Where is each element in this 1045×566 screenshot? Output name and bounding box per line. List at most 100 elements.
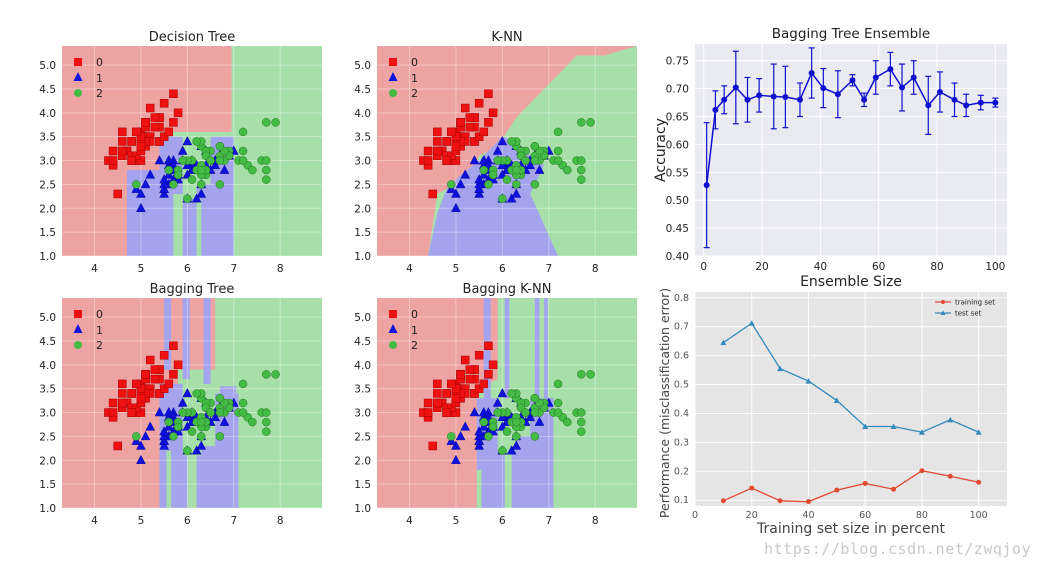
series-line-0 bbox=[723, 470, 979, 503]
point-class-2 bbox=[563, 417, 572, 427]
point-class-0 bbox=[460, 103, 470, 113]
points bbox=[104, 341, 280, 464]
point-class-0 bbox=[433, 398, 442, 408]
point-class-2 bbox=[493, 408, 502, 417]
point-class-0 bbox=[465, 122, 475, 132]
x-tick-label: 8 bbox=[277, 515, 284, 527]
point-class-2 bbox=[248, 417, 257, 427]
point-class-2 bbox=[553, 379, 563, 389]
accuracy-point bbox=[712, 106, 719, 113]
x-tick-label: 100 bbox=[970, 510, 988, 521]
point-class-0 bbox=[474, 132, 484, 141]
y-tick-label: 1.0 bbox=[354, 503, 371, 515]
point-class-0 bbox=[423, 398, 433, 408]
point-class-2 bbox=[132, 432, 141, 441]
accuracy-point bbox=[872, 74, 879, 81]
y-tick-label: 3.0 bbox=[39, 408, 56, 420]
point-class-0 bbox=[433, 137, 442, 146]
point-class-2 bbox=[447, 180, 456, 189]
point-class-0 bbox=[132, 379, 141, 389]
point-class-2 bbox=[183, 194, 192, 203]
point-class-1 bbox=[460, 421, 471, 431]
point-class-1 bbox=[451, 440, 461, 450]
point-class-2 bbox=[563, 165, 572, 175]
point-class-2 bbox=[178, 156, 187, 165]
point-class-0 bbox=[451, 393, 461, 403]
point-class-0 bbox=[108, 156, 118, 165]
point-class-0 bbox=[484, 341, 493, 350]
region-2 bbox=[504, 450, 512, 508]
point-class-1 bbox=[159, 426, 169, 436]
point-class-2 bbox=[215, 432, 225, 441]
point-class-0 bbox=[433, 146, 442, 156]
point-class-0 bbox=[113, 441, 122, 451]
x-tick-label: 5 bbox=[453, 263, 460, 275]
y-tick-label: 1.0 bbox=[39, 503, 56, 515]
point-class-1 bbox=[154, 155, 165, 165]
region-0 bbox=[377, 46, 637, 56]
accuracy-point bbox=[721, 96, 728, 103]
accuracy-point bbox=[834, 91, 841, 98]
point-class-1 bbox=[136, 202, 146, 212]
point-class-0 bbox=[118, 398, 127, 408]
legend-label-0: 0 bbox=[96, 56, 103, 69]
y-tick-label: 1.0 bbox=[354, 251, 371, 263]
y-tick-label: 4.5 bbox=[354, 336, 371, 348]
point-class-0 bbox=[136, 141, 146, 151]
legend-label-2: 2 bbox=[411, 339, 418, 352]
point-class-0 bbox=[155, 137, 164, 146]
y-tick-label: 1.5 bbox=[354, 227, 371, 239]
point-class-2 bbox=[507, 389, 516, 398]
point-class-1 bbox=[136, 454, 146, 464]
point-class-1 bbox=[534, 164, 545, 174]
point-class-2 bbox=[512, 180, 521, 189]
point-class-0 bbox=[132, 151, 141, 161]
accuracy-point bbox=[808, 70, 815, 77]
x-tick-label: 7 bbox=[545, 515, 552, 527]
x-tick-label: 6 bbox=[184, 515, 191, 527]
y-tick-label: 4.0 bbox=[354, 360, 371, 372]
point-class-0 bbox=[118, 137, 127, 146]
point-class-0 bbox=[127, 137, 136, 146]
point-class-2 bbox=[197, 417, 206, 427]
point-class-1 bbox=[136, 440, 146, 450]
point-class-0 bbox=[145, 355, 155, 365]
y-tick-label: 4.0 bbox=[354, 108, 371, 120]
legend-marker-2 bbox=[389, 341, 397, 349]
point-class-2 bbox=[577, 408, 586, 417]
point-class-1 bbox=[159, 430, 169, 441]
point-class-1 bbox=[474, 178, 484, 189]
point-class-2 bbox=[262, 408, 271, 417]
y-tick-label: 3.0 bbox=[39, 156, 56, 168]
x-tick-label: 8 bbox=[592, 263, 599, 275]
point-class-0 bbox=[465, 374, 475, 384]
legend: 0 1 2 bbox=[73, 308, 103, 352]
legend-marker-0 bbox=[941, 300, 945, 304]
point-class-0 bbox=[470, 389, 479, 398]
point-class-0 bbox=[141, 137, 150, 146]
accuracy-point bbox=[977, 99, 984, 106]
region-1 bbox=[504, 298, 510, 399]
accuracy-point bbox=[992, 99, 999, 106]
point-class-0 bbox=[173, 360, 183, 370]
point-class-0 bbox=[108, 398, 118, 408]
region-2 bbox=[187, 450, 197, 508]
point-class-1 bbox=[474, 188, 484, 198]
y-tick-label: 5.0 bbox=[39, 312, 56, 324]
y-tick-label: 4.0 bbox=[39, 360, 56, 372]
point-class-2 bbox=[206, 156, 215, 165]
legend-label-0: 0 bbox=[411, 56, 418, 69]
y-tick-label: 0.2 bbox=[674, 466, 689, 477]
legend-marker-0 bbox=[74, 310, 82, 318]
point-class-2 bbox=[530, 432, 540, 441]
point-class-0 bbox=[155, 389, 164, 398]
y-tick-label: 0.55 bbox=[666, 167, 689, 179]
x-tick-label: 20 bbox=[746, 510, 758, 521]
y-tick-label: 5.0 bbox=[39, 60, 56, 72]
x-tick-label: 60 bbox=[872, 261, 885, 273]
point-class-2 bbox=[512, 165, 521, 175]
point-class-1 bbox=[451, 454, 461, 464]
point-class-0 bbox=[456, 370, 465, 379]
point-class-1 bbox=[145, 169, 156, 179]
point-class-0 bbox=[136, 132, 146, 141]
